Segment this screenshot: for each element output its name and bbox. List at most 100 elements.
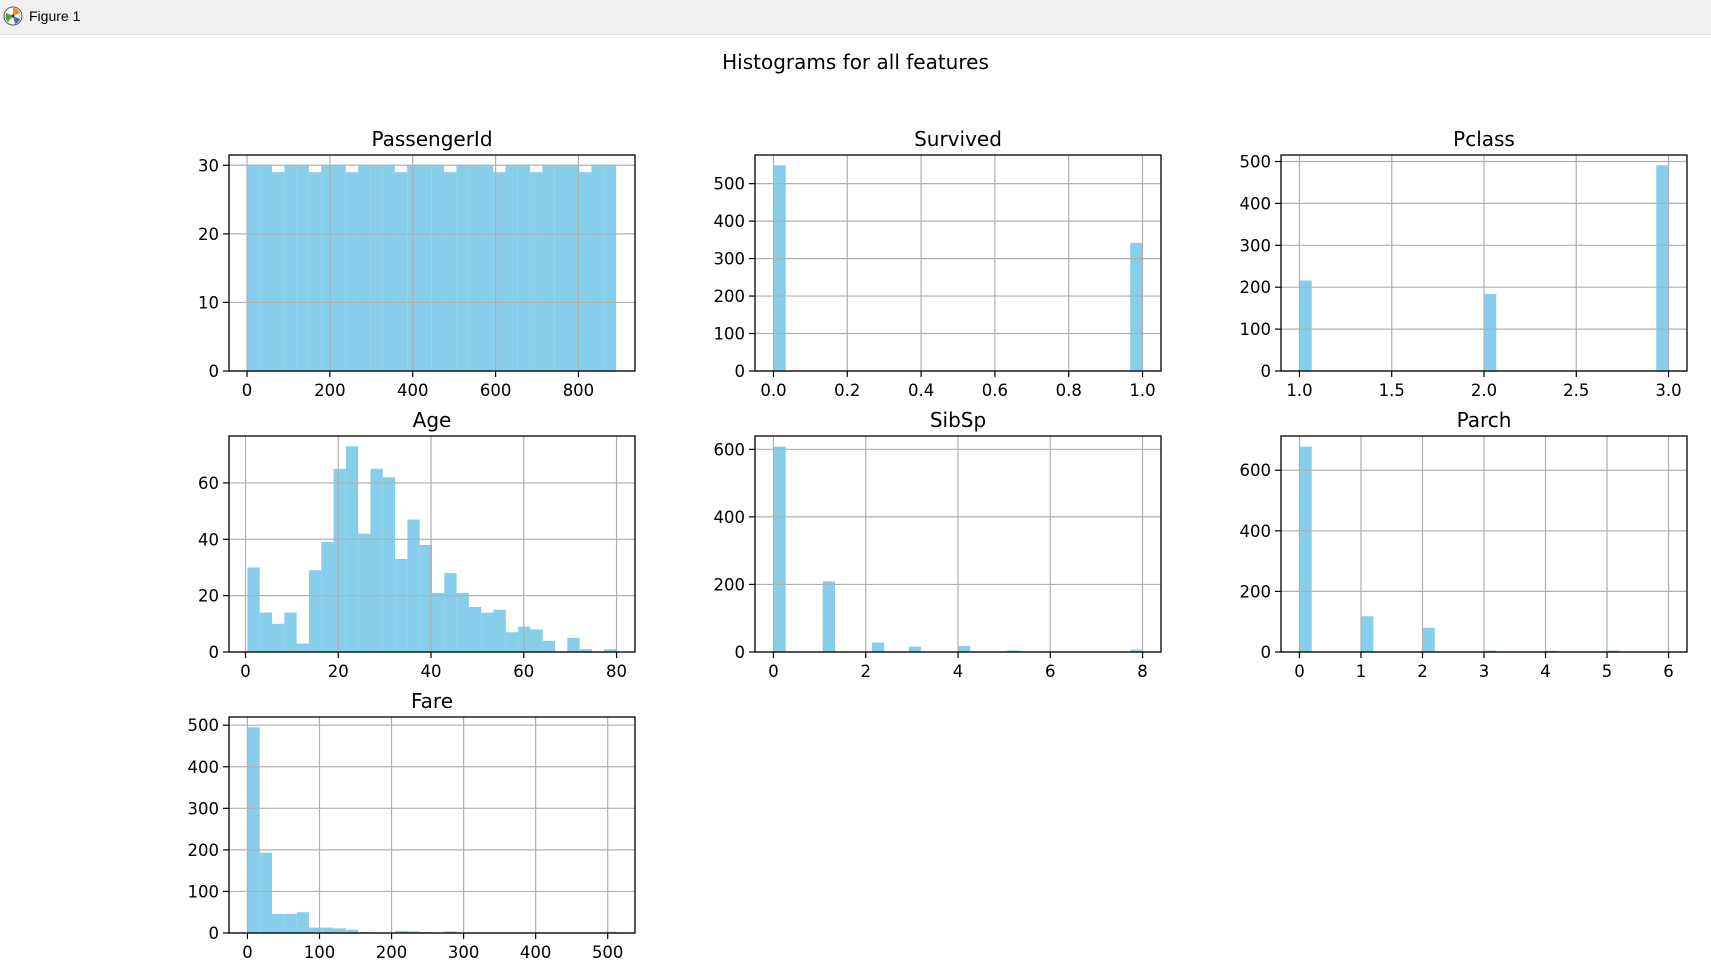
histogram-parch: 0 1 2 3 4 5 6 0 200 400 600 Parch: [1240, 408, 1688, 681]
survived-xtick-label-4: 0.8: [1056, 381, 1082, 400]
figure-canvas: Histograms for all features 0 200 400 600 80…: [0, 34, 1711, 963]
age-ytick-label-2: 40: [198, 530, 219, 549]
age-bar-8: [345, 446, 359, 652]
passengerid-bar-5: [308, 172, 322, 371]
pclass-ytick-label-3: 300: [1240, 236, 1272, 255]
age-bar-21: [505, 632, 519, 652]
parch-xtick-label-4: 4: [1540, 662, 1551, 681]
pclass-xtick-label-2: 2.0: [1471, 381, 1497, 400]
survived-title: Survived: [914, 127, 1002, 151]
fare-ytick-label-2: 200: [188, 841, 220, 860]
passengerid-bar-12: [394, 172, 408, 371]
fare-ytick-label-5: 500: [188, 716, 220, 735]
survived-xtick-label-5: 1.0: [1129, 381, 1155, 400]
passengerid-xtick-label-0: 0: [242, 381, 253, 400]
fare-bar-1: [259, 852, 273, 933]
histogram-age: 0 20 40 60 80 0 20 40 60 Age: [198, 408, 636, 681]
age-axes-frame: [228, 435, 636, 653]
age-xtick-label-2: 40: [421, 662, 442, 681]
sibsp-ytick-label-3: 600: [714, 440, 746, 459]
parch-xtick-label-2: 2: [1417, 662, 1428, 681]
matplotlib-icon: [3, 6, 23, 26]
age-bar-24: [542, 640, 556, 652]
passengerid-bar-4: [296, 165, 309, 371]
passengerid-bar-15: [431, 165, 445, 371]
survived-ytick-label-5: 500: [714, 175, 746, 194]
parch-xtick-label-3: 3: [1479, 662, 1490, 681]
parch-bar-25: [1607, 650, 1620, 652]
survived-ytick-label-1: 100: [714, 325, 746, 344]
passengerid-ytick-label-0: 0: [209, 362, 220, 381]
passengerid-bar-18: [468, 165, 481, 371]
passengerid-bar-7: [333, 165, 346, 371]
sibsp-xtick-label-4: 8: [1137, 662, 1148, 681]
age-ytick-label-0: 0: [209, 643, 220, 662]
age-bar-26: [567, 637, 580, 652]
age-ytick-label-1: 20: [198, 587, 219, 606]
fare-ytick-label-0: 0: [209, 924, 220, 943]
fare-bar-5: [308, 927, 322, 933]
parch-bar-10: [1422, 627, 1435, 652]
sibsp-ytick-label-2: 400: [714, 508, 746, 527]
passengerid-bar-16: [444, 172, 457, 371]
window-titlebar[interactable]: Figure 1: [0, 0, 1711, 35]
survived-xtick-label-2: 0.4: [908, 381, 934, 400]
sibsp-bar-15: [958, 645, 971, 652]
age-bar-0: [247, 567, 260, 652]
fare-bar-3: [284, 913, 297, 933]
passengerid-bar-20: [493, 172, 506, 371]
fare-bar-7: [333, 928, 346, 933]
histogram-pclass: 1.0 1.5 2.0 2.5 3.0 0 100 200 300 400 500 Pclass: [1240, 127, 1688, 400]
fare-ytick-label-3: 300: [188, 799, 220, 818]
sibsp-bar-19: [1007, 650, 1020, 652]
fare-ytick-label-1: 100: [188, 882, 220, 901]
survived-xtick-label-3: 0.6: [982, 381, 1008, 400]
passengerid-bar-28: [591, 165, 604, 371]
passengerid-bar-14: [419, 165, 432, 371]
fare-bar-2: [272, 913, 285, 933]
survived-ytick-label-3: 300: [714, 250, 746, 269]
parch-xtick-label-0: 0: [1294, 662, 1305, 681]
passengerid-ytick-label-3: 30: [198, 156, 219, 175]
figure-suptitle: Histograms for all features: [722, 50, 989, 74]
parch-ytick-label-1: 200: [1240, 582, 1272, 601]
survived-ytick-label-0: 0: [735, 362, 746, 381]
passengerid-bar-19: [480, 165, 494, 371]
passengerid-bar-0: [247, 165, 260, 371]
pclass-ytick-label-2: 200: [1240, 278, 1272, 297]
passengerid-bar-10: [370, 165, 383, 371]
fare-bar-4: [296, 912, 309, 933]
age-bar-13: [407, 519, 420, 652]
age-bar-16: [444, 573, 457, 652]
sibsp-xtick-label-3: 6: [1045, 662, 1056, 681]
pclass-ytick-label-0: 0: [1261, 362, 1272, 381]
sibsp-bar-11: [908, 646, 922, 652]
age-bar-23: [530, 629, 543, 652]
age-bar-18: [468, 606, 482, 652]
survived-ytick-label-2: 200: [714, 287, 746, 306]
fare-xtick-label-3: 300: [448, 943, 480, 962]
survived-axes-frame: [754, 154, 1162, 372]
sibsp-xtick-label-2: 4: [953, 662, 964, 681]
parch-xtick-label-1: 1: [1356, 662, 1367, 681]
parch-xtick-label-6: 6: [1663, 662, 1674, 681]
fare-xtick-label-2: 200: [376, 943, 408, 962]
age-bar-17: [456, 592, 469, 652]
age-xtick-label-4: 80: [606, 662, 627, 681]
histogram-survived: 0.0 0.2 0.4 0.6 0.8 1.0 0 100 200 300 400 500 Surviv…: [714, 127, 1162, 400]
passengerid-bar-27: [579, 172, 592, 371]
sibsp-bar-8: [871, 642, 885, 652]
sibsp-xtick-label-1: 2: [860, 662, 871, 681]
pclass-title: Pclass: [1453, 127, 1515, 151]
passengerid-bar-3: [284, 165, 297, 371]
survived-ytick-label-4: 400: [714, 212, 746, 231]
passengerid-bar-26: [566, 165, 580, 371]
survived-bar-29: [1130, 242, 1143, 371]
age-bar-5: [308, 570, 322, 652]
age-bar-9: [358, 533, 371, 652]
age-bar-10: [370, 468, 383, 652]
age-bar-2: [272, 623, 285, 652]
passengerid-bar-9: [358, 165, 371, 371]
age-bar-14: [419, 544, 432, 652]
